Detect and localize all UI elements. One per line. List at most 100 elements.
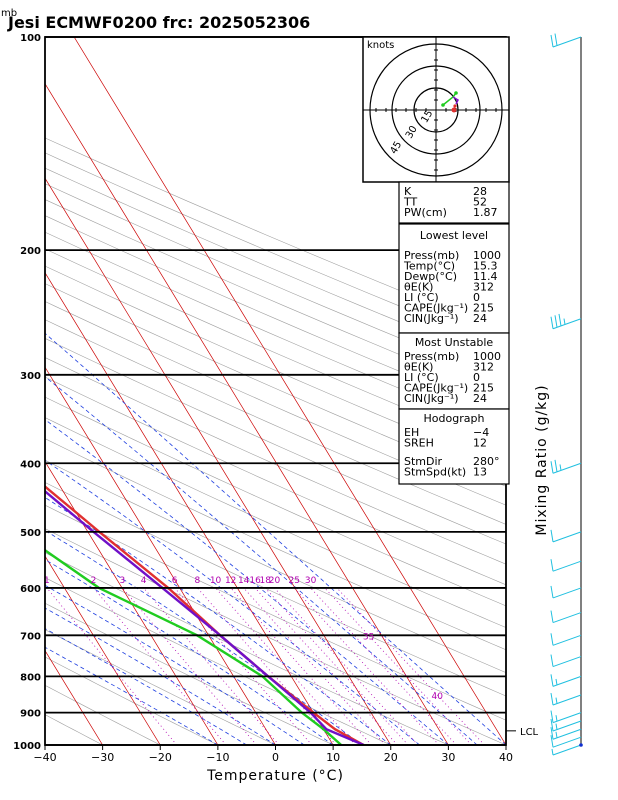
- pressure-tick-label: 1000: [13, 741, 41, 752]
- hodograph-index-label: SREH: [404, 437, 434, 450]
- mixing-ratio-line: [93, 587, 227, 745]
- dry-adiabat: [45, 152, 506, 350]
- temp-tick-label: 40: [499, 751, 513, 764]
- most-unstable-box: [398, 332, 510, 410]
- temp-tick-label: −10: [206, 751, 229, 764]
- wind-barb-flag: [554, 315, 558, 328]
- dry-adiabat: [45, 396, 506, 607]
- mixing-ratio-label: 20: [269, 576, 281, 586]
- mixing-ratio-label: 30: [305, 576, 317, 586]
- mixing-ratio-line: [265, 587, 409, 745]
- mixing-ratio-label: 14: [238, 576, 250, 586]
- wind-barb-flag: [550, 610, 554, 623]
- hodograph-point: [453, 104, 457, 108]
- most-unstable-title: Most Unstable: [415, 336, 494, 349]
- wind-barb-shaft: [552, 736, 582, 748]
- lowest-level-value: 15.3: [473, 260, 498, 273]
- hodograph-ring-label: 30: [404, 124, 420, 141]
- hodograph-ring: [391, 65, 481, 155]
- wind-barb-flag: [550, 718, 554, 732]
- wind-barb: [550, 610, 582, 624]
- dry-adiabat: [45, 459, 506, 673]
- lcl-label: LCL: [520, 727, 539, 738]
- top-index-value: 52: [473, 196, 487, 209]
- hodograph-ring: [369, 43, 503, 177]
- wind-barb: [550, 692, 582, 706]
- top-indices-box: [398, 181, 510, 224]
- wind-barb: [550, 654, 582, 668]
- most-unstable-label: LI (°C): [404, 371, 439, 384]
- pressure-tick-label: 900: [20, 709, 41, 720]
- hodograph-units: knots: [367, 40, 394, 51]
- dry-adiabat: [45, 482, 506, 697]
- wind-barb-shaft: [552, 656, 582, 668]
- dry-adiabat: [45, 215, 506, 416]
- mixing-ratio-label: 18: [260, 576, 272, 586]
- pressure-tick-label: 700: [20, 631, 41, 642]
- dry-adiabat: [45, 629, 276, 745]
- pressure-tick-label: 600: [20, 584, 41, 595]
- wind-barb-flag: [550, 692, 554, 706]
- temp-tick-label: 30: [441, 751, 455, 764]
- wind-barb-shaft: [552, 720, 582, 732]
- storm-motion-marker: [451, 107, 457, 113]
- isotherm: [45, 366, 276, 745]
- dry-adiabat: [45, 684, 161, 745]
- wind-barb-flag: [551, 748, 554, 756]
- lowest-level-value: 215: [473, 302, 494, 315]
- wind-barb-shaft: [552, 531, 582, 543]
- wind-barb-shaft: [552, 634, 582, 646]
- most-unstable-label: θE(K): [404, 361, 433, 374]
- moist-adiabat: [45, 459, 420, 745]
- mixing-ratio-label: 25: [288, 576, 299, 586]
- wind-barb: [550, 585, 582, 599]
- isotherm: [45, 177, 392, 745]
- lowest-level-label: Press(mb): [404, 249, 459, 262]
- wind-barb-flag: [550, 559, 554, 572]
- wind-barb-flag: [550, 727, 554, 740]
- lowest-level-title: Lowest level: [420, 229, 488, 242]
- mixing-ratio-line: [122, 587, 257, 745]
- moist-adiabat: [45, 607, 276, 745]
- wind-barb-shaft: [552, 744, 582, 756]
- wind-barb-flag: [554, 33, 558, 46]
- dry-adiabat: [45, 199, 506, 399]
- isotherm: [45, 555, 161, 745]
- isotherm: [45, 271, 334, 745]
- mixing-ratio-label: 1: [44, 576, 50, 586]
- wind-barb: [550, 710, 582, 724]
- pressure-tick-label: 400: [20, 459, 41, 470]
- wind-barb-flag: [550, 735, 554, 748]
- hodograph-index-label: StmDir: [404, 455, 443, 468]
- mixing-ratio-axis-label: Mixing Ratio (g/kg): [534, 384, 550, 535]
- wind-barb-flag: [550, 710, 554, 723]
- top-index-label: TT: [403, 196, 418, 209]
- temperature-line: [45, 484, 365, 745]
- dry-adiabat: [45, 167, 506, 366]
- mixing-ratio-line: [293, 587, 440, 745]
- wind-barb: [550, 559, 582, 572]
- dry-adiabat: [45, 417, 506, 628]
- mixing-ratio-line: [310, 587, 457, 745]
- lowest-level-box: [398, 223, 510, 334]
- mixing-ratio-label: 4: [141, 576, 147, 586]
- wind-barb-flag: [550, 316, 554, 329]
- wind-barb-flag: [550, 34, 554, 48]
- dry-adiabat: [45, 438, 506, 651]
- temp-tick-label: −40: [33, 751, 56, 764]
- pressure-tick-label: 500: [20, 528, 41, 539]
- wind-barb-shaft: [552, 728, 582, 740]
- lowest-level-value: 312: [473, 281, 494, 294]
- dry-adiabat: [45, 504, 506, 721]
- wind-barb-flag: [555, 731, 558, 738]
- wind-barb-flag: [559, 464, 562, 471]
- most-unstable-value: 24: [473, 392, 487, 405]
- dry-adiabat: [45, 602, 334, 745]
- lowest-level-label: Temp(°C): [403, 260, 455, 273]
- hodograph-index-value: 13: [473, 466, 487, 479]
- most-unstable-label: CAPE(Jkg⁻¹): [404, 382, 468, 395]
- wind-barb: [550, 674, 582, 687]
- temp-tick-label: −20: [149, 751, 172, 764]
